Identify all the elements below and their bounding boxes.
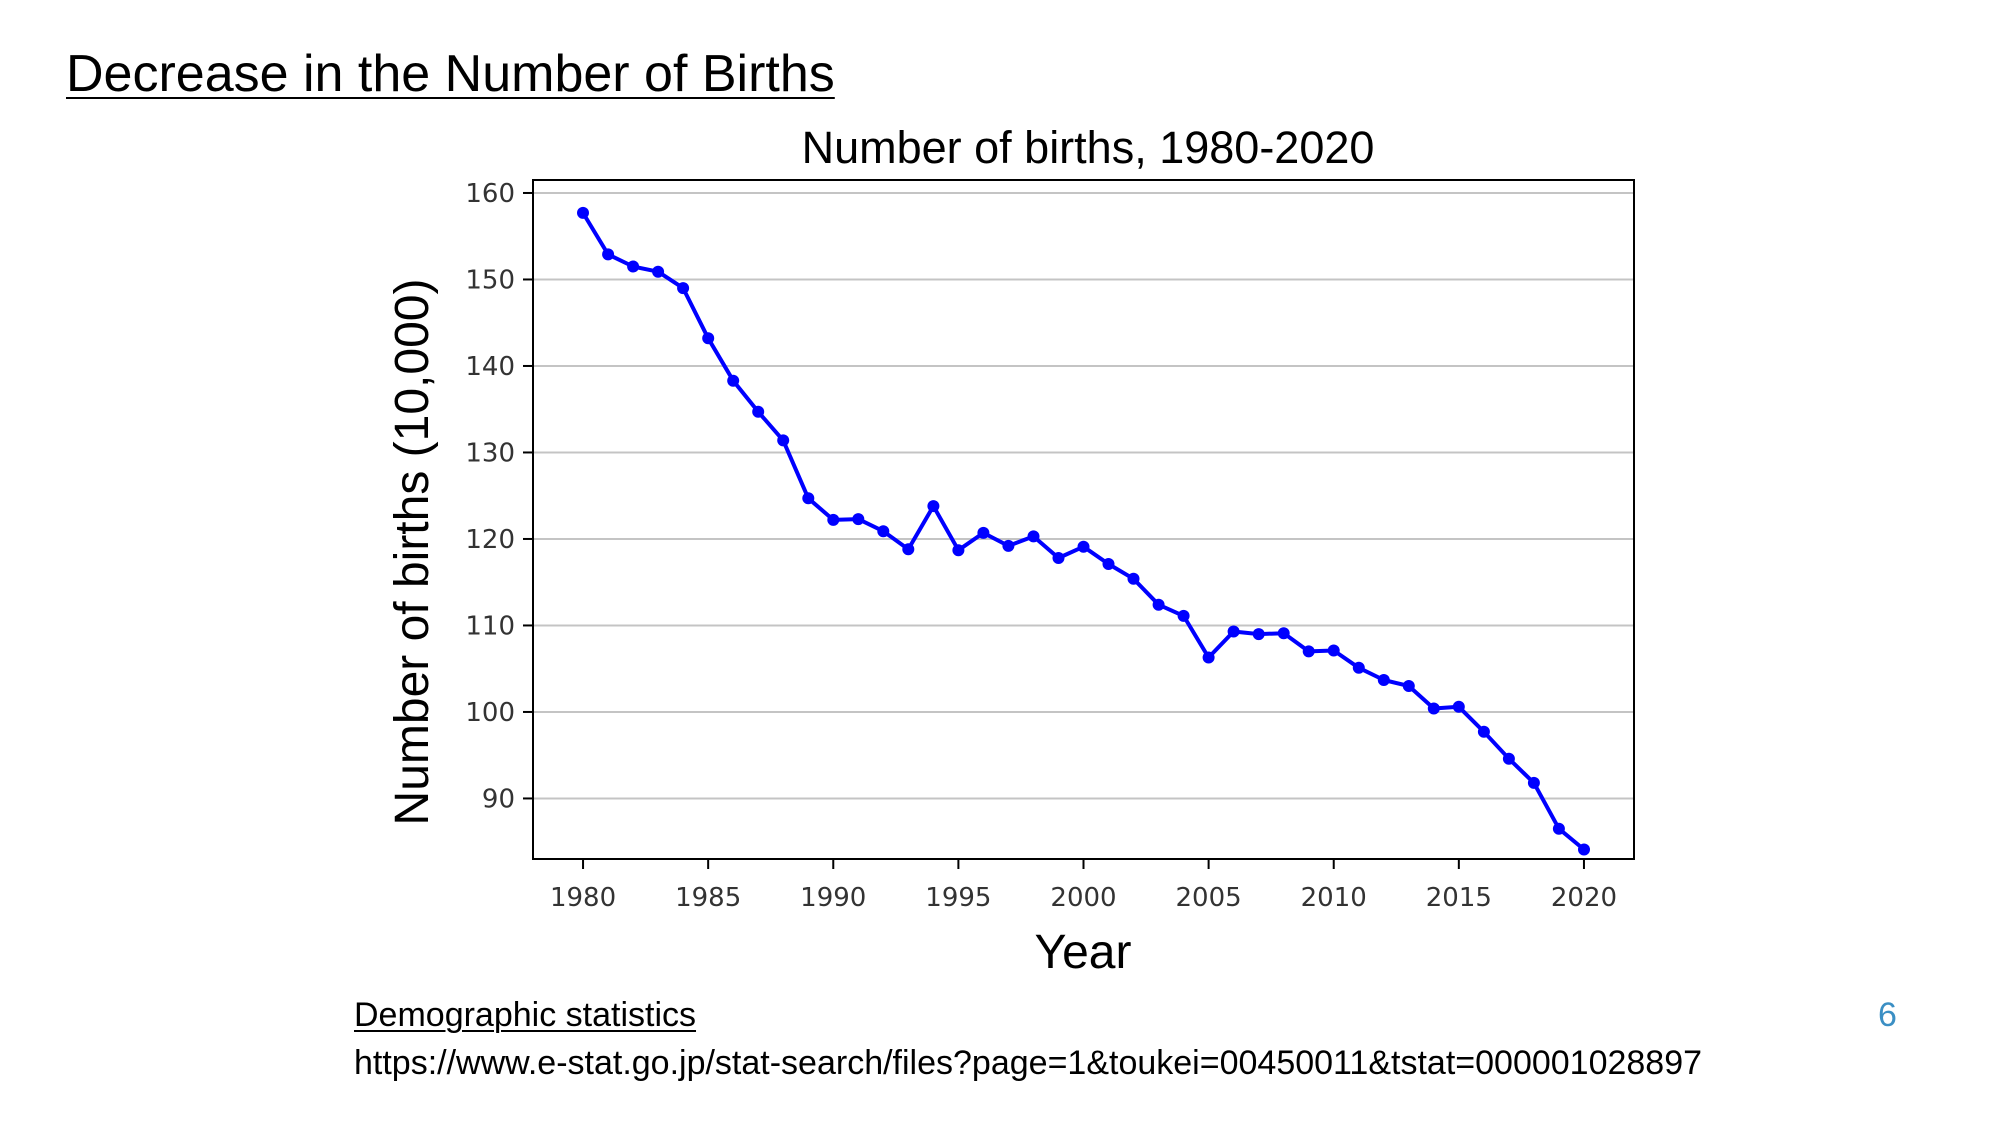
data-point-1980 [577,206,589,219]
y-tick-label-140: 140 [465,352,515,382]
data-point-1986 [727,374,740,387]
data-point-1994 [927,500,940,513]
data-point-1983 [652,265,665,278]
y-tick-label-120: 120 [465,525,515,555]
data-point-2009 [1302,645,1315,658]
chart-title: Number of births, 1980-2020 [802,122,1375,173]
data-point-2008 [1277,627,1290,640]
horizontal-gridlines [533,191,1634,800]
data-point-1992 [877,525,890,538]
data-point-2013 [1402,680,1415,692]
births-series-line [581,210,1586,852]
y-tick-label-160: 160 [465,179,515,209]
y-tick-label-130: 130 [465,438,515,468]
data-point-1987 [752,405,765,418]
y-tick-label-90: 90 [482,784,515,814]
x-tick-label-2015: 2015 [1426,883,1492,913]
data-point-2007 [1252,628,1265,641]
data-point-2011 [1352,661,1365,674]
data-point-1988 [777,434,790,447]
data-point-1991 [852,513,865,526]
page-number: 6 [1878,996,1897,1034]
y-tick-label-100: 100 [465,698,515,728]
data-point-1993 [902,543,915,556]
data-point-2004 [1177,609,1190,622]
data-point-1990 [827,513,840,526]
x-tick-label-1990: 1990 [800,883,866,913]
y-axis-label: Number of births (10,000) [386,279,439,826]
data-point-1996 [977,526,990,539]
data-point-2010 [1327,644,1340,657]
data-point-1984 [677,282,690,295]
data-point-1982 [627,260,640,273]
data-point-2018 [1527,776,1540,789]
births-data-points [577,206,1590,856]
slide-title: Decrease in the Number of Births [66,45,835,103]
data-point-1989 [802,492,815,505]
data-point-2012 [1377,674,1390,686]
y-axis-ticks: 90 100 110 120 130 140 150 160 [465,179,533,814]
y-tick-label-110: 110 [465,611,515,641]
data-point-1997 [1002,539,1015,552]
data-point-1999 [1052,552,1065,564]
plot-frame [532,179,1635,860]
source-url[interactable]: https://www.e-stat.go.jp/stat-search/fil… [354,1044,1703,1082]
x-tick-label-1980: 1980 [550,883,616,913]
data-point-1985 [702,332,715,345]
data-point-2019 [1552,822,1565,835]
data-point-2015 [1452,700,1465,713]
x-tick-label-1985: 1985 [675,883,741,913]
data-point-2000 [1077,540,1090,553]
births-line-chart: Number of births, 1980-2020 90 100 110 120 1… [386,122,1635,979]
x-tick-label-2005: 2005 [1176,883,1242,913]
x-tick-label-2000: 2000 [1050,883,1116,913]
y-tick-label-150: 150 [465,265,515,295]
data-point-2003 [1152,598,1165,611]
data-point-1998 [1027,530,1040,543]
data-point-2020 [1578,843,1590,856]
x-tick-label-2010: 2010 [1301,883,1367,913]
data-point-1995 [952,544,965,557]
x-axis-label: Year [1035,926,1132,979]
data-point-2005 [1202,651,1215,664]
data-point-2016 [1477,725,1490,738]
data-point-1981 [602,248,615,261]
data-point-2006 [1227,625,1240,638]
data-point-2001 [1102,558,1115,570]
data-point-2014 [1427,702,1440,715]
data-point-2002 [1127,572,1140,585]
source-title: Demographic statistics [354,996,697,1034]
x-tick-label-1995: 1995 [925,883,991,913]
x-axis-ticks: 1980 1985 1990 1995 2000 2005 2010 2015 2020 [550,859,1617,913]
x-tick-label-2020: 2020 [1551,883,1617,913]
data-point-2017 [1502,752,1515,765]
